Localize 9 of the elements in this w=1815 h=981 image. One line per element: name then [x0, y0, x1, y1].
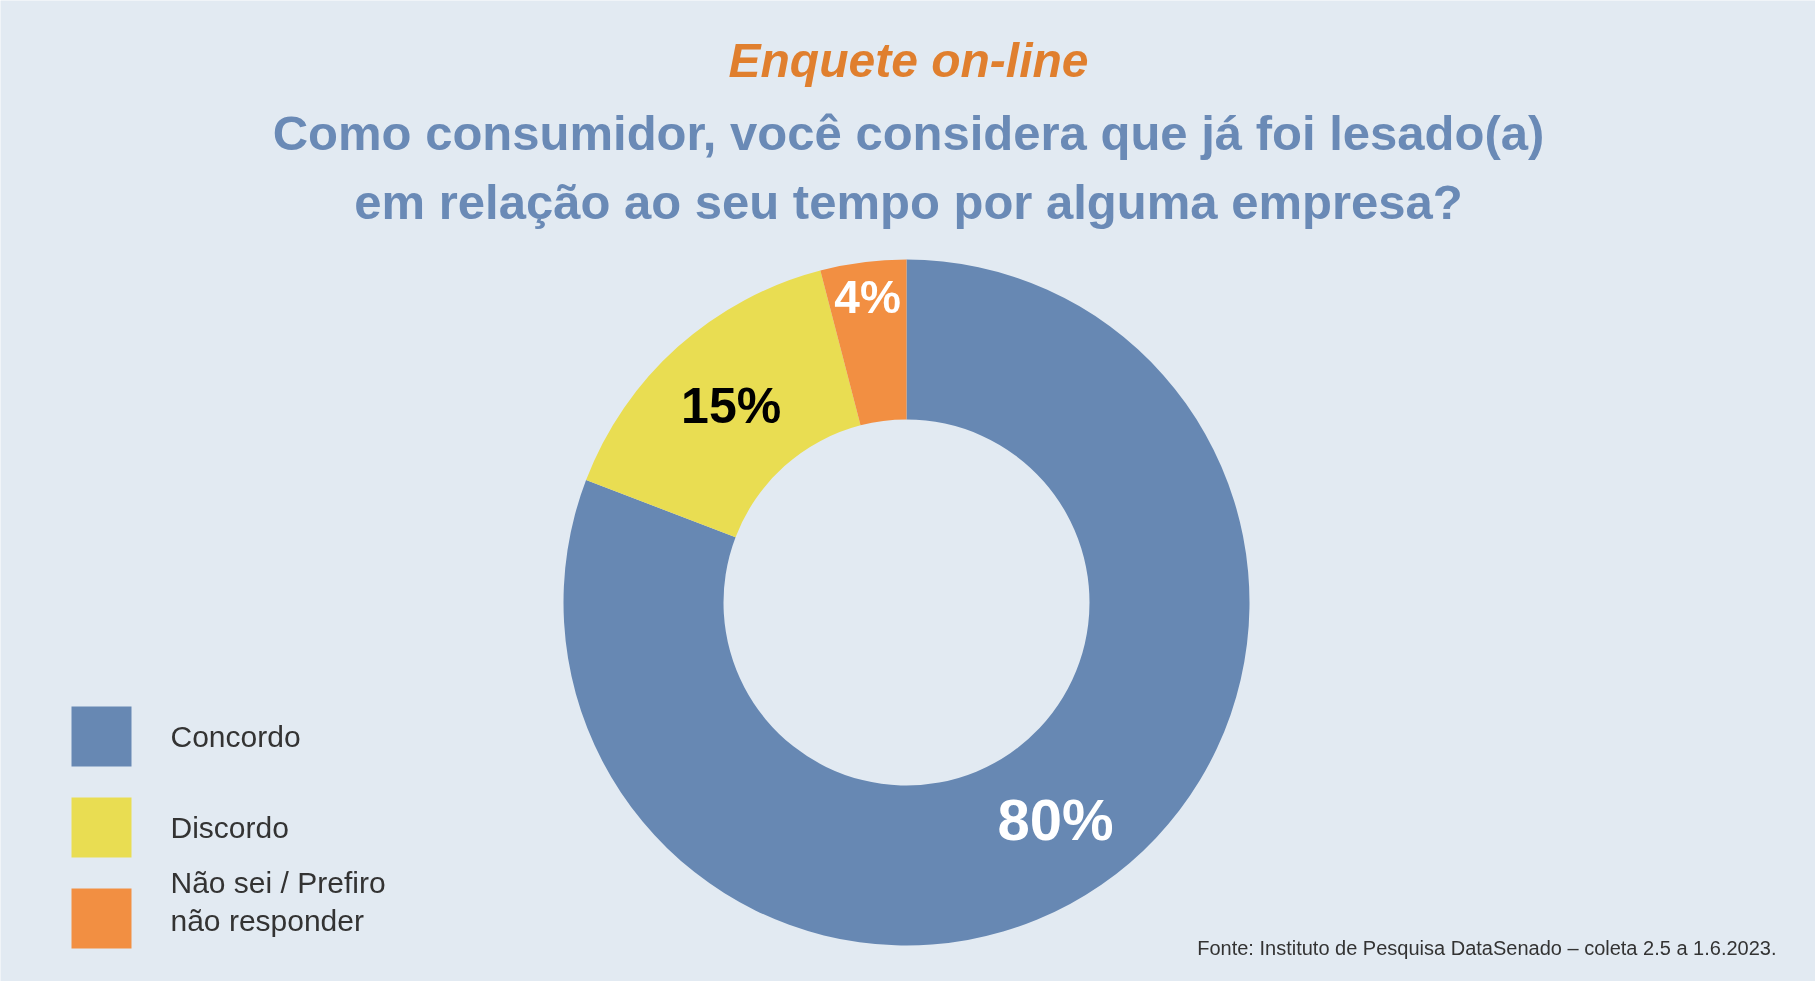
data-label: 15%: [681, 378, 782, 435]
legend-label: Não sei / Prefiro não responder: [170, 866, 386, 937]
chart-title: Enquete on-line: [728, 34, 1089, 87]
data-label: 80%: [997, 786, 1114, 852]
legend-label: Discordo: [170, 811, 289, 844]
source-note: Fonte: Instituto de Pesquisa DataSenado – coleta 2.5 a 1.6.2023.: [1197, 936, 1777, 959]
legend-label: Concordo: [170, 720, 301, 753]
chart-subtitle: Como consumidor, você considera que já foi lesado(a) em relação ao seu tempo por alguma empresa?: [272, 105, 1545, 229]
data-label: 4%: [834, 271, 901, 324]
